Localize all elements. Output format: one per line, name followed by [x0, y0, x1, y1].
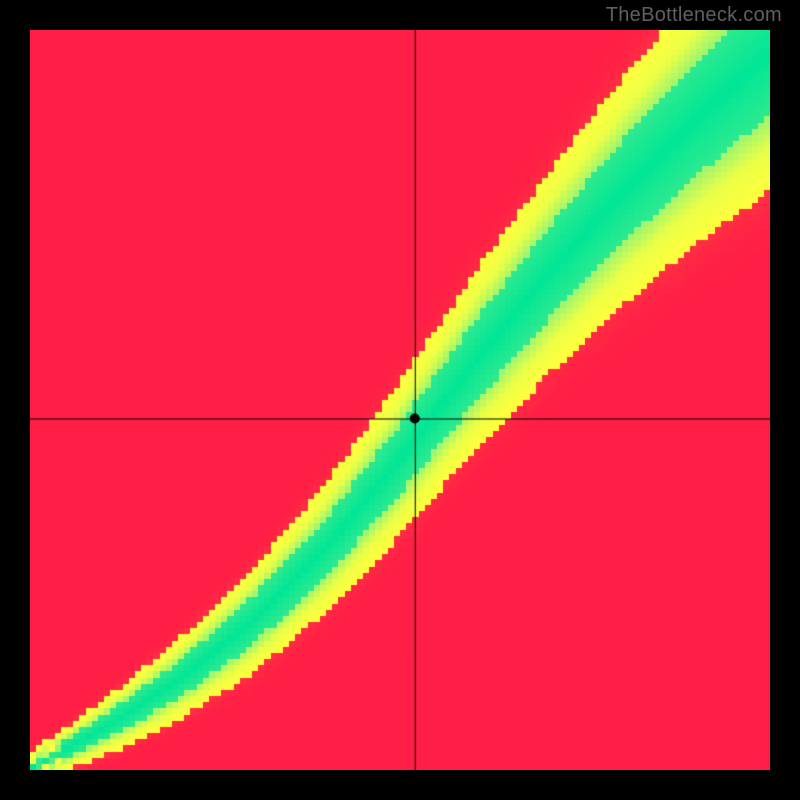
attribution-text: TheBottleneck.com	[606, 4, 782, 27]
chart-container: TheBottleneck.com	[0, 0, 800, 800]
heatmap-canvas	[30, 30, 770, 770]
